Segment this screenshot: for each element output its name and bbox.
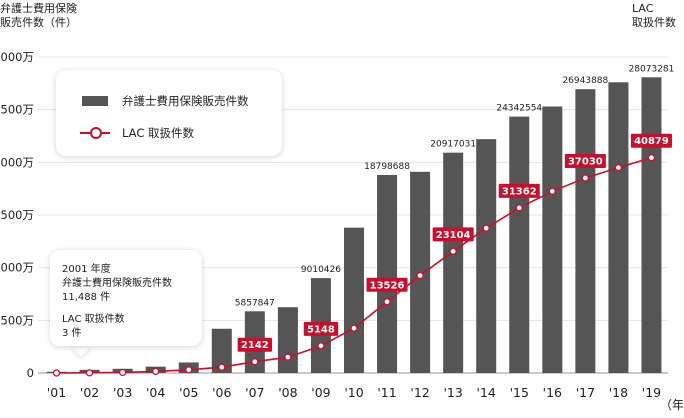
- x-tick-label: '09: [311, 385, 330, 400]
- line-value-label: 31362: [502, 186, 537, 197]
- x-tick-label: '03: [113, 385, 132, 400]
- x-tick-label: '08: [278, 385, 297, 400]
- line-point: [85, 369, 94, 377]
- line-point: [218, 363, 226, 371]
- bar-value-label: 26943888: [562, 76, 608, 86]
- bar: [443, 152, 464, 373]
- bar: [344, 227, 364, 373]
- y-tick-label: 2000万: [0, 155, 34, 169]
- x-tick-label: '17: [576, 385, 595, 400]
- x-tick-label: '06: [212, 385, 231, 400]
- bar: [211, 328, 232, 373]
- right-axis-title-line1: LAC: [632, 2, 654, 15]
- line-point: [185, 366, 193, 374]
- x-tick-label: '13: [443, 385, 462, 400]
- line-point: [251, 358, 259, 366]
- left-axis-title-line2: 販売件数（件）: [0, 16, 77, 29]
- y-tick-label: 1000万: [0, 261, 34, 275]
- x-tick-label: '01: [47, 385, 66, 400]
- x-tick-label: '11: [377, 385, 396, 400]
- callout-bar-title: 弁護士費用保険販売件数: [62, 278, 172, 289]
- right-axis-title-line2: 取扱件数: [632, 16, 676, 29]
- bar: [608, 82, 629, 373]
- line-value-label: 40879: [634, 136, 669, 147]
- callout-line-title: LAC 取扱件数: [62, 314, 125, 325]
- x-tick-label: '05: [179, 385, 198, 400]
- bar-value-label: 18798688: [364, 162, 410, 172]
- callout-2001: 2001 年度 弁護士費用保険販売件数 11,488 件 LAC 取扱件数 3 …: [50, 250, 202, 346]
- legend-bar-label: 弁護士費用保険販売件数: [122, 94, 249, 108]
- y-tick-label: 2500万: [0, 103, 34, 117]
- line-point: [350, 324, 358, 332]
- x-tick-label: '07: [245, 385, 264, 400]
- line-value-tag: [237, 337, 273, 352]
- line-point: [449, 247, 457, 255]
- line-value-label: 23104: [436, 230, 471, 241]
- legend-line-label: LAC 取扱件数: [122, 126, 195, 140]
- line-point: [317, 342, 325, 350]
- bar: [641, 77, 662, 373]
- line-value-label: 13526: [370, 280, 405, 291]
- line-value-tag: [498, 183, 540, 198]
- line-value-label: 2142: [241, 340, 269, 351]
- line-value-tag: [630, 133, 672, 148]
- callout-line-value: 3 件: [62, 328, 82, 339]
- legend: 弁護士費用保険販売件数 LAC 取扱件数: [56, 70, 282, 156]
- line-point: [614, 163, 623, 172]
- y-tick-label: 0: [27, 366, 34, 380]
- line-point: [52, 369, 61, 377]
- x-tick-label: '19: [642, 385, 661, 400]
- legend-bar-swatch: [82, 96, 108, 106]
- line-value-tag: [432, 227, 474, 242]
- bar: [476, 139, 497, 373]
- bar: [542, 106, 563, 374]
- x-axis-unit: （年: [660, 398, 684, 412]
- bar: [575, 89, 596, 373]
- x-tick-label: '12: [410, 385, 429, 400]
- bar-value-label: 9010426: [301, 265, 341, 275]
- bar-value-label: 28073281: [629, 64, 675, 74]
- callout-year: 2001 年度: [62, 264, 111, 275]
- line-point: [118, 368, 127, 377]
- line-point: [515, 204, 523, 212]
- legend-line-marker: [90, 127, 102, 139]
- line-point: [482, 224, 490, 232]
- x-tick-label: '02: [80, 385, 99, 400]
- y-tick-label: 500万: [1, 313, 34, 327]
- bar: [377, 174, 398, 373]
- x-tick-label: '04: [146, 385, 165, 400]
- x-tick-label: '16: [543, 385, 562, 400]
- y-tick-label: 1500万: [0, 208, 34, 222]
- line-value-label: 5148: [307, 324, 335, 335]
- x-tick-label: '14: [477, 385, 496, 400]
- bar-value-label: 5857847: [235, 298, 275, 308]
- x-tick-label: '10: [344, 385, 363, 400]
- line-point: [383, 298, 391, 306]
- y-tick-label: 3000万: [0, 50, 34, 64]
- x-tick-label: '18: [609, 385, 628, 400]
- line-point: [284, 353, 292, 361]
- line-value-tag: [564, 153, 606, 168]
- bar: [277, 307, 298, 373]
- bar: [509, 116, 530, 374]
- line-point: [548, 187, 556, 195]
- x-tick-label: '15: [510, 385, 529, 400]
- bar-value-label: 20917031: [430, 140, 476, 150]
- line-point: [416, 271, 424, 280]
- callout-bar-value: 11,488 件: [62, 292, 111, 303]
- bar-value-label: 24342554: [496, 104, 542, 114]
- line-point: [647, 154, 656, 162]
- line-value-tag: [366, 277, 408, 292]
- line-value-tag: [303, 321, 339, 336]
- left-axis-title-line1: 弁護士費用保険: [0, 2, 77, 15]
- line-value-label: 37030: [568, 156, 603, 167]
- line-point: [152, 367, 160, 376]
- line-point: [581, 174, 590, 182]
